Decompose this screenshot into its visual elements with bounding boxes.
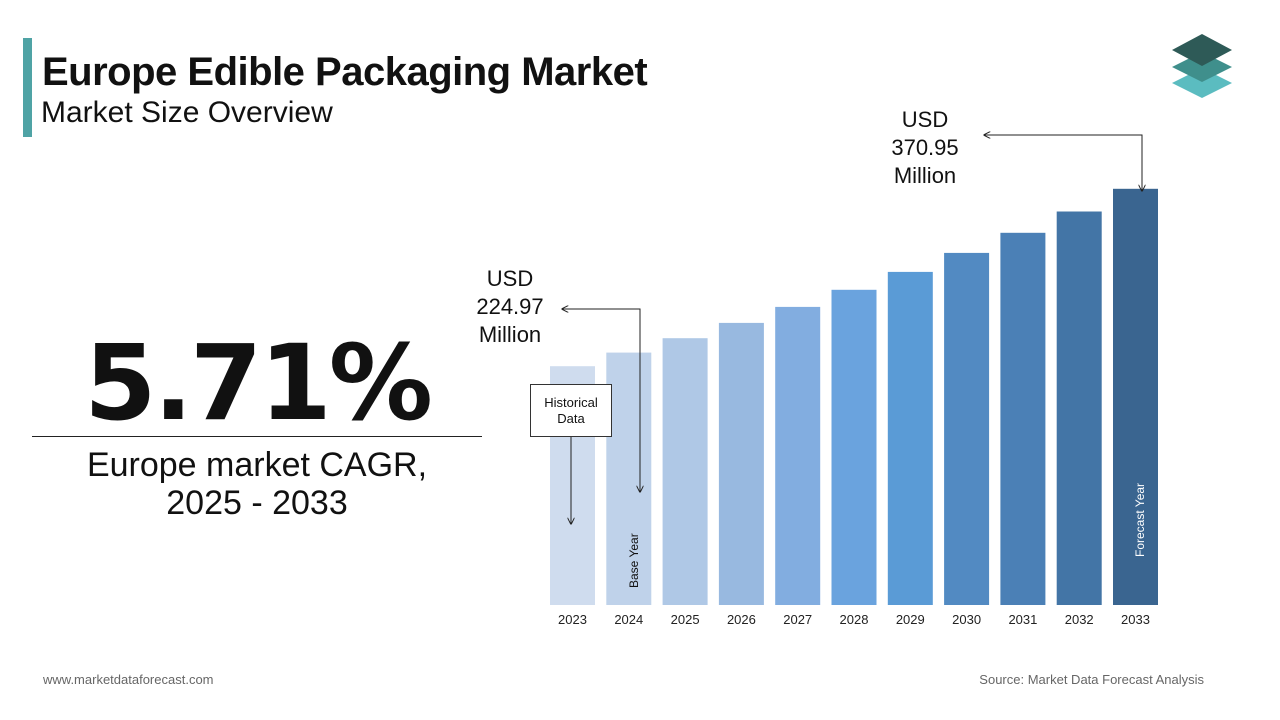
x-tick-2030: 2030: [952, 612, 981, 627]
x-tick-2029: 2029: [896, 612, 925, 627]
bar-2030: [944, 252, 990, 605]
x-tick-2023: 2023: [558, 612, 587, 627]
cagr-divider: [32, 436, 482, 437]
layered-stack-icon: [1172, 34, 1232, 98]
page-title: Europe Edible Packaging Market: [42, 50, 648, 94]
x-tick-2024: 2024: [614, 612, 643, 627]
base-year-label: Base Year: [627, 533, 641, 588]
x-tick-2027: 2027: [783, 612, 812, 627]
x-tick-2025: 2025: [671, 612, 700, 627]
arrow-2024: [562, 309, 640, 492]
historical-data-label: Historical Data: [544, 394, 598, 426]
footer-website: www.marketdataforecast.com: [43, 672, 214, 687]
historical-data-box: Historical Data: [530, 384, 612, 437]
cagr-label-text: Europe market CAGR, 2025 - 2033: [86, 446, 428, 522]
x-tick-2028: 2028: [840, 612, 869, 627]
bar-2033: [1113, 188, 1158, 606]
callout-2033-value: USD 370.95 Million: [891, 107, 959, 188]
arrow-2033: [984, 135, 1142, 191]
cagr-value: 5.71%: [84, 322, 433, 444]
x-tick-2031: 2031: [1008, 612, 1037, 627]
callout-2024-value: USD 224.97 Million: [476, 266, 544, 347]
bar-2029: [887, 271, 933, 605]
bar-2027: [775, 306, 821, 605]
forecast-year-label: Forecast Year: [1133, 483, 1147, 557]
bar-2026: [718, 322, 764, 605]
bar-2031: [1000, 232, 1046, 606]
x-tick-2033: 2033: [1121, 612, 1150, 627]
x-tick-2026: 2026: [727, 612, 756, 627]
page-subtitle: Market Size Overview: [41, 96, 333, 129]
title-accent-bar: [23, 38, 32, 137]
cagr-label: Europe market CAGR, 2025 - 2033: [32, 446, 482, 522]
bar-2028: [831, 289, 877, 605]
footer-source: Source: Market Data Forecast Analysis: [979, 672, 1204, 687]
x-tick-2032: 2032: [1065, 612, 1094, 627]
bar-2025: [662, 338, 708, 605]
bar-2032: [1056, 211, 1102, 605]
